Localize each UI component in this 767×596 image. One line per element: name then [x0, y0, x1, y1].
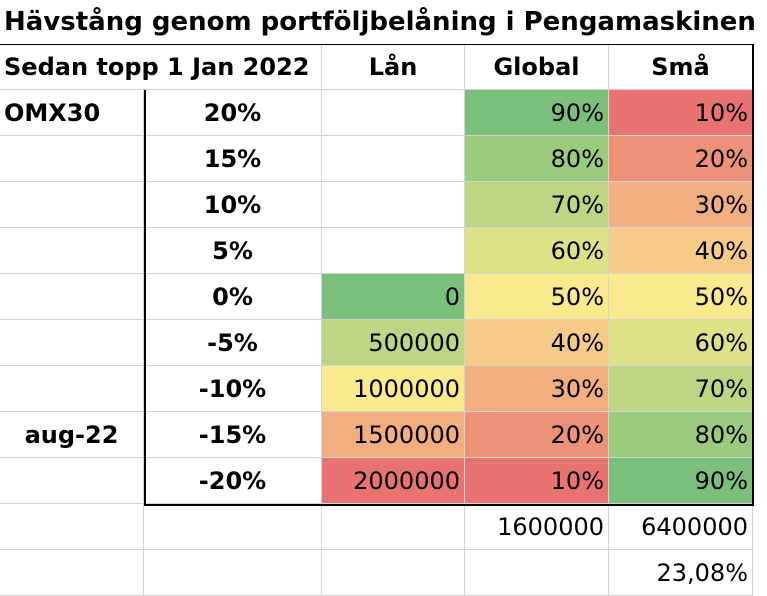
- frame-left-border: [144, 90, 146, 504]
- header-row: Sedan topp 1 Jan 2022 Lån Global Små: [0, 44, 767, 90]
- global-cell[interactable]: 80%: [465, 136, 609, 182]
- omx-change-cell[interactable]: 5%: [144, 228, 322, 274]
- omx-change-cell[interactable]: 10%: [144, 182, 322, 228]
- ratio-sma-cell[interactable]: 23,08%: [609, 550, 753, 596]
- frame-bottom-border: [144, 504, 754, 506]
- empty-cell[interactable]: [0, 504, 144, 550]
- loan-cell[interactable]: 2000000: [322, 458, 465, 504]
- row-label-cell[interactable]: OMX30: [0, 90, 144, 136]
- total-global-cell[interactable]: 1600000: [465, 504, 609, 550]
- omx-change-cell[interactable]: 15%: [144, 136, 322, 182]
- global-cell[interactable]: 90%: [465, 90, 609, 136]
- sma-cell[interactable]: 70%: [609, 366, 753, 412]
- global-cell[interactable]: 70%: [465, 182, 609, 228]
- row-label-cell[interactable]: [0, 136, 144, 182]
- totals-row: 1600000 6400000: [0, 504, 767, 550]
- empty-cell[interactable]: [144, 550, 322, 596]
- empty-cell[interactable]: [322, 504, 465, 550]
- loan-cell[interactable]: [322, 228, 465, 274]
- row-label-cell[interactable]: [0, 458, 144, 504]
- sma-cell[interactable]: 80%: [609, 412, 753, 458]
- row-label-cell[interactable]: [0, 182, 144, 228]
- table-row: -10% 1000000 30% 70%: [0, 366, 767, 412]
- global-cell[interactable]: 60%: [465, 228, 609, 274]
- table-row: 0% 0 50% 50%: [0, 274, 767, 320]
- empty-cell[interactable]: [465, 550, 609, 596]
- sma-cell[interactable]: 60%: [609, 320, 753, 366]
- loan-cell[interactable]: [322, 136, 465, 182]
- empty-cell[interactable]: [322, 550, 465, 596]
- row-label-cell[interactable]: aug-22: [0, 412, 144, 458]
- omx-change-cell[interactable]: 0%: [144, 274, 322, 320]
- header-sma-cell[interactable]: Små: [609, 44, 753, 90]
- sma-cell[interactable]: 40%: [609, 228, 753, 274]
- title-divider: [0, 44, 753, 45]
- sma-cell[interactable]: 90%: [609, 458, 753, 504]
- global-cell[interactable]: 10%: [465, 458, 609, 504]
- row-label-cell[interactable]: [0, 274, 144, 320]
- loan-cell[interactable]: [322, 182, 465, 228]
- global-cell[interactable]: 40%: [465, 320, 609, 366]
- omx-change-cell[interactable]: -15%: [144, 412, 322, 458]
- omx-change-cell[interactable]: -10%: [144, 366, 322, 412]
- global-cell[interactable]: 30%: [465, 366, 609, 412]
- header-global-cell[interactable]: Global: [465, 44, 609, 90]
- loan-cell[interactable]: 500000: [322, 320, 465, 366]
- ratio-row: 23,08%: [0, 550, 767, 596]
- global-cell[interactable]: 50%: [465, 274, 609, 320]
- empty-cell[interactable]: [0, 550, 144, 596]
- header-label-cell[interactable]: Sedan topp 1 Jan 2022: [0, 44, 322, 90]
- omx-change-cell[interactable]: 20%: [144, 90, 322, 136]
- table-row: 5% 60% 40%: [0, 228, 767, 274]
- row-label-cell[interactable]: [0, 366, 144, 412]
- sma-cell[interactable]: 20%: [609, 136, 753, 182]
- table-row: -20% 2000000 10% 90%: [0, 458, 767, 504]
- global-cell[interactable]: 20%: [465, 412, 609, 458]
- table-row: -5% 500000 40% 60%: [0, 320, 767, 366]
- sma-cell[interactable]: 10%: [609, 90, 753, 136]
- row-label-cell[interactable]: [0, 228, 144, 274]
- total-sma-cell[interactable]: 6400000: [609, 504, 753, 550]
- sma-cell[interactable]: 30%: [609, 182, 753, 228]
- table-row: OMX30 20% 90% 10%: [0, 90, 767, 136]
- empty-cell[interactable]: [144, 504, 322, 550]
- omx-change-cell[interactable]: -5%: [144, 320, 322, 366]
- loan-cell[interactable]: 0: [322, 274, 465, 320]
- table-row: 15% 80% 20%: [0, 136, 767, 182]
- loan-cell[interactable]: 1000000: [322, 366, 465, 412]
- spreadsheet: Hävstång genom portföljbelåning i Pengam…: [0, 7, 767, 596]
- omx-change-cell[interactable]: -20%: [144, 458, 322, 504]
- sheet-title: Hävstång genom portföljbelåning i Pengam…: [4, 7, 756, 37]
- table-row: aug-22 -15% 1500000 20% 80%: [0, 412, 767, 458]
- frame-right-border: [752, 44, 754, 504]
- loan-cell[interactable]: 1500000: [322, 412, 465, 458]
- table-row: 10% 70% 30%: [0, 182, 767, 228]
- row-label-cell[interactable]: [0, 320, 144, 366]
- loan-cell[interactable]: [322, 90, 465, 136]
- sma-cell[interactable]: 50%: [609, 274, 753, 320]
- header-lan-cell[interactable]: Lån: [322, 44, 465, 90]
